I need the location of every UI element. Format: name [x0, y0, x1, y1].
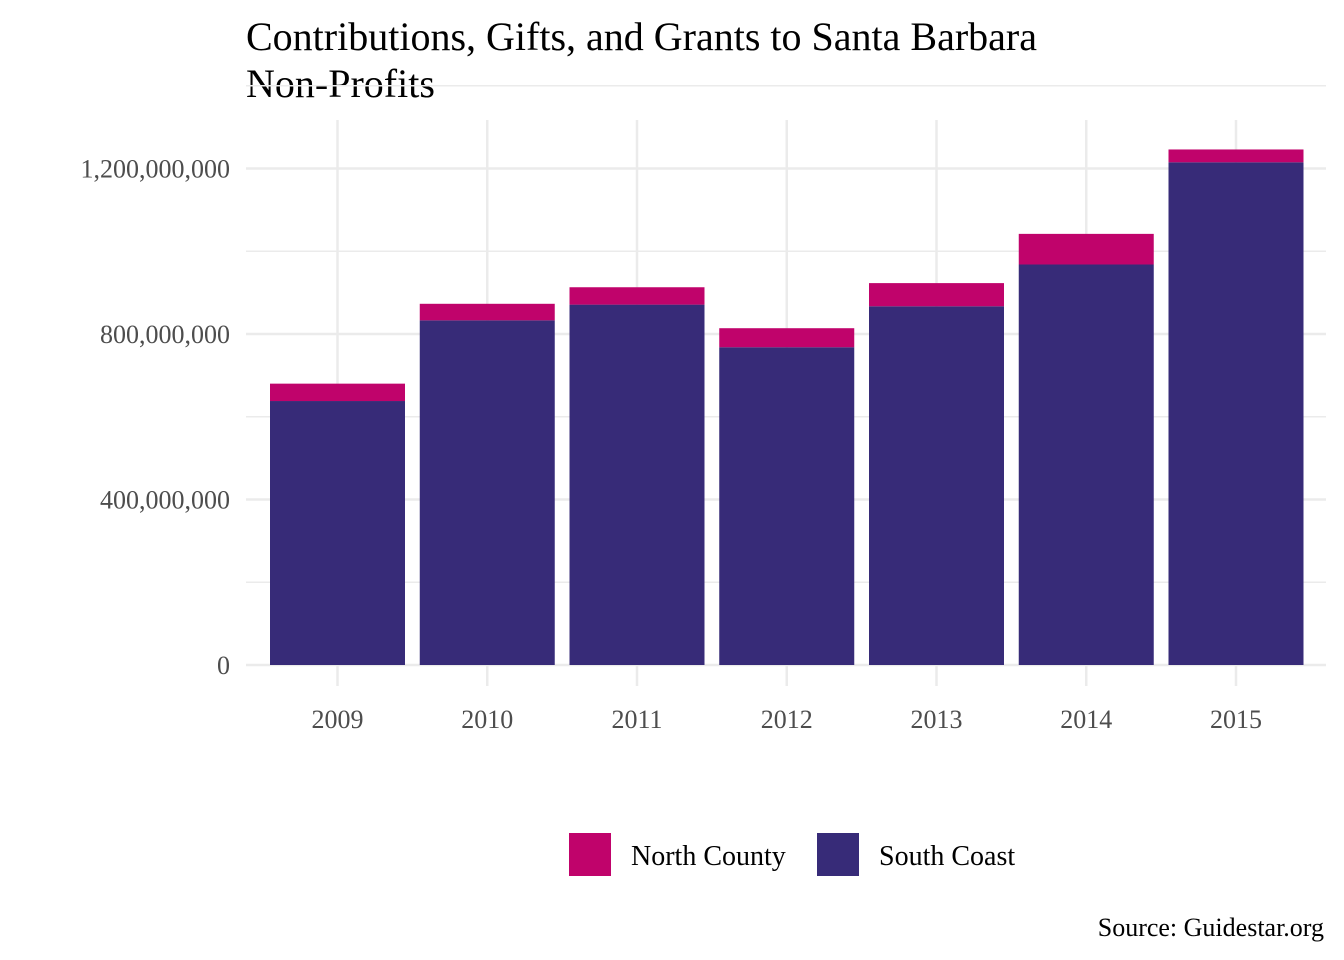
- legend-swatch-south-coast: [817, 833, 859, 876]
- bar-south-coast-2012: [719, 347, 855, 665]
- x-axis-labels: 2009 2010 2011 2012 2013 2014 2015: [312, 705, 1263, 734]
- y-tick-label: 1,200,000,000: [81, 155, 231, 184]
- bar-north-county-2015: [1168, 149, 1304, 163]
- bar-south-coast-2009: [270, 401, 405, 665]
- x-tick-label: 2012: [761, 705, 813, 734]
- y-axis-labels: 0 400,000,000 800,000,000 1,200,000,000: [81, 155, 231, 681]
- legend-label-north-county: North County: [631, 841, 786, 872]
- bar-north-county-2014: [1018, 233, 1154, 265]
- legend-swatch-north-county: [569, 833, 611, 876]
- y-tick-label: 0: [217, 651, 230, 680]
- bar-south-coast-2011: [569, 304, 705, 665]
- x-tick-label: 2014: [1060, 705, 1112, 734]
- bars: [270, 149, 1304, 665]
- x-tick-label: 2015: [1210, 705, 1262, 734]
- bar-south-coast-2010: [419, 320, 555, 665]
- y-tick-label: 800,000,000: [100, 320, 230, 349]
- x-tick-label: 2013: [911, 705, 963, 734]
- chart-title-line-1: Contributions, Gifts, and Grants to Sant…: [246, 14, 1037, 59]
- chart-title: Contributions, Gifts, and Grants to Sant…: [246, 14, 1037, 106]
- source-caption: Source: Guidestar.org: [1098, 913, 1324, 942]
- chart-title-line-2: Non-Profits: [246, 61, 435, 106]
- bar-south-coast-2014: [1018, 264, 1154, 665]
- x-tick-label: 2010: [461, 705, 513, 734]
- bar-south-coast-2015: [1168, 162, 1304, 665]
- bar-north-county-2010: [419, 303, 555, 321]
- legend-label-south-coast: South Coast: [879, 841, 1015, 872]
- x-tick-label: 2011: [611, 705, 662, 734]
- bar-north-county-2012: [719, 328, 855, 348]
- bar-south-coast-2013: [869, 306, 1004, 665]
- bar-north-county-2013: [869, 283, 1004, 307]
- bar-north-county-2009: [270, 383, 405, 402]
- x-tick-label: 2009: [312, 705, 364, 734]
- y-tick-label: 400,000,000: [100, 486, 230, 515]
- bar-north-county-2011: [569, 287, 705, 305]
- legend: North County South Coast: [569, 833, 1015, 876]
